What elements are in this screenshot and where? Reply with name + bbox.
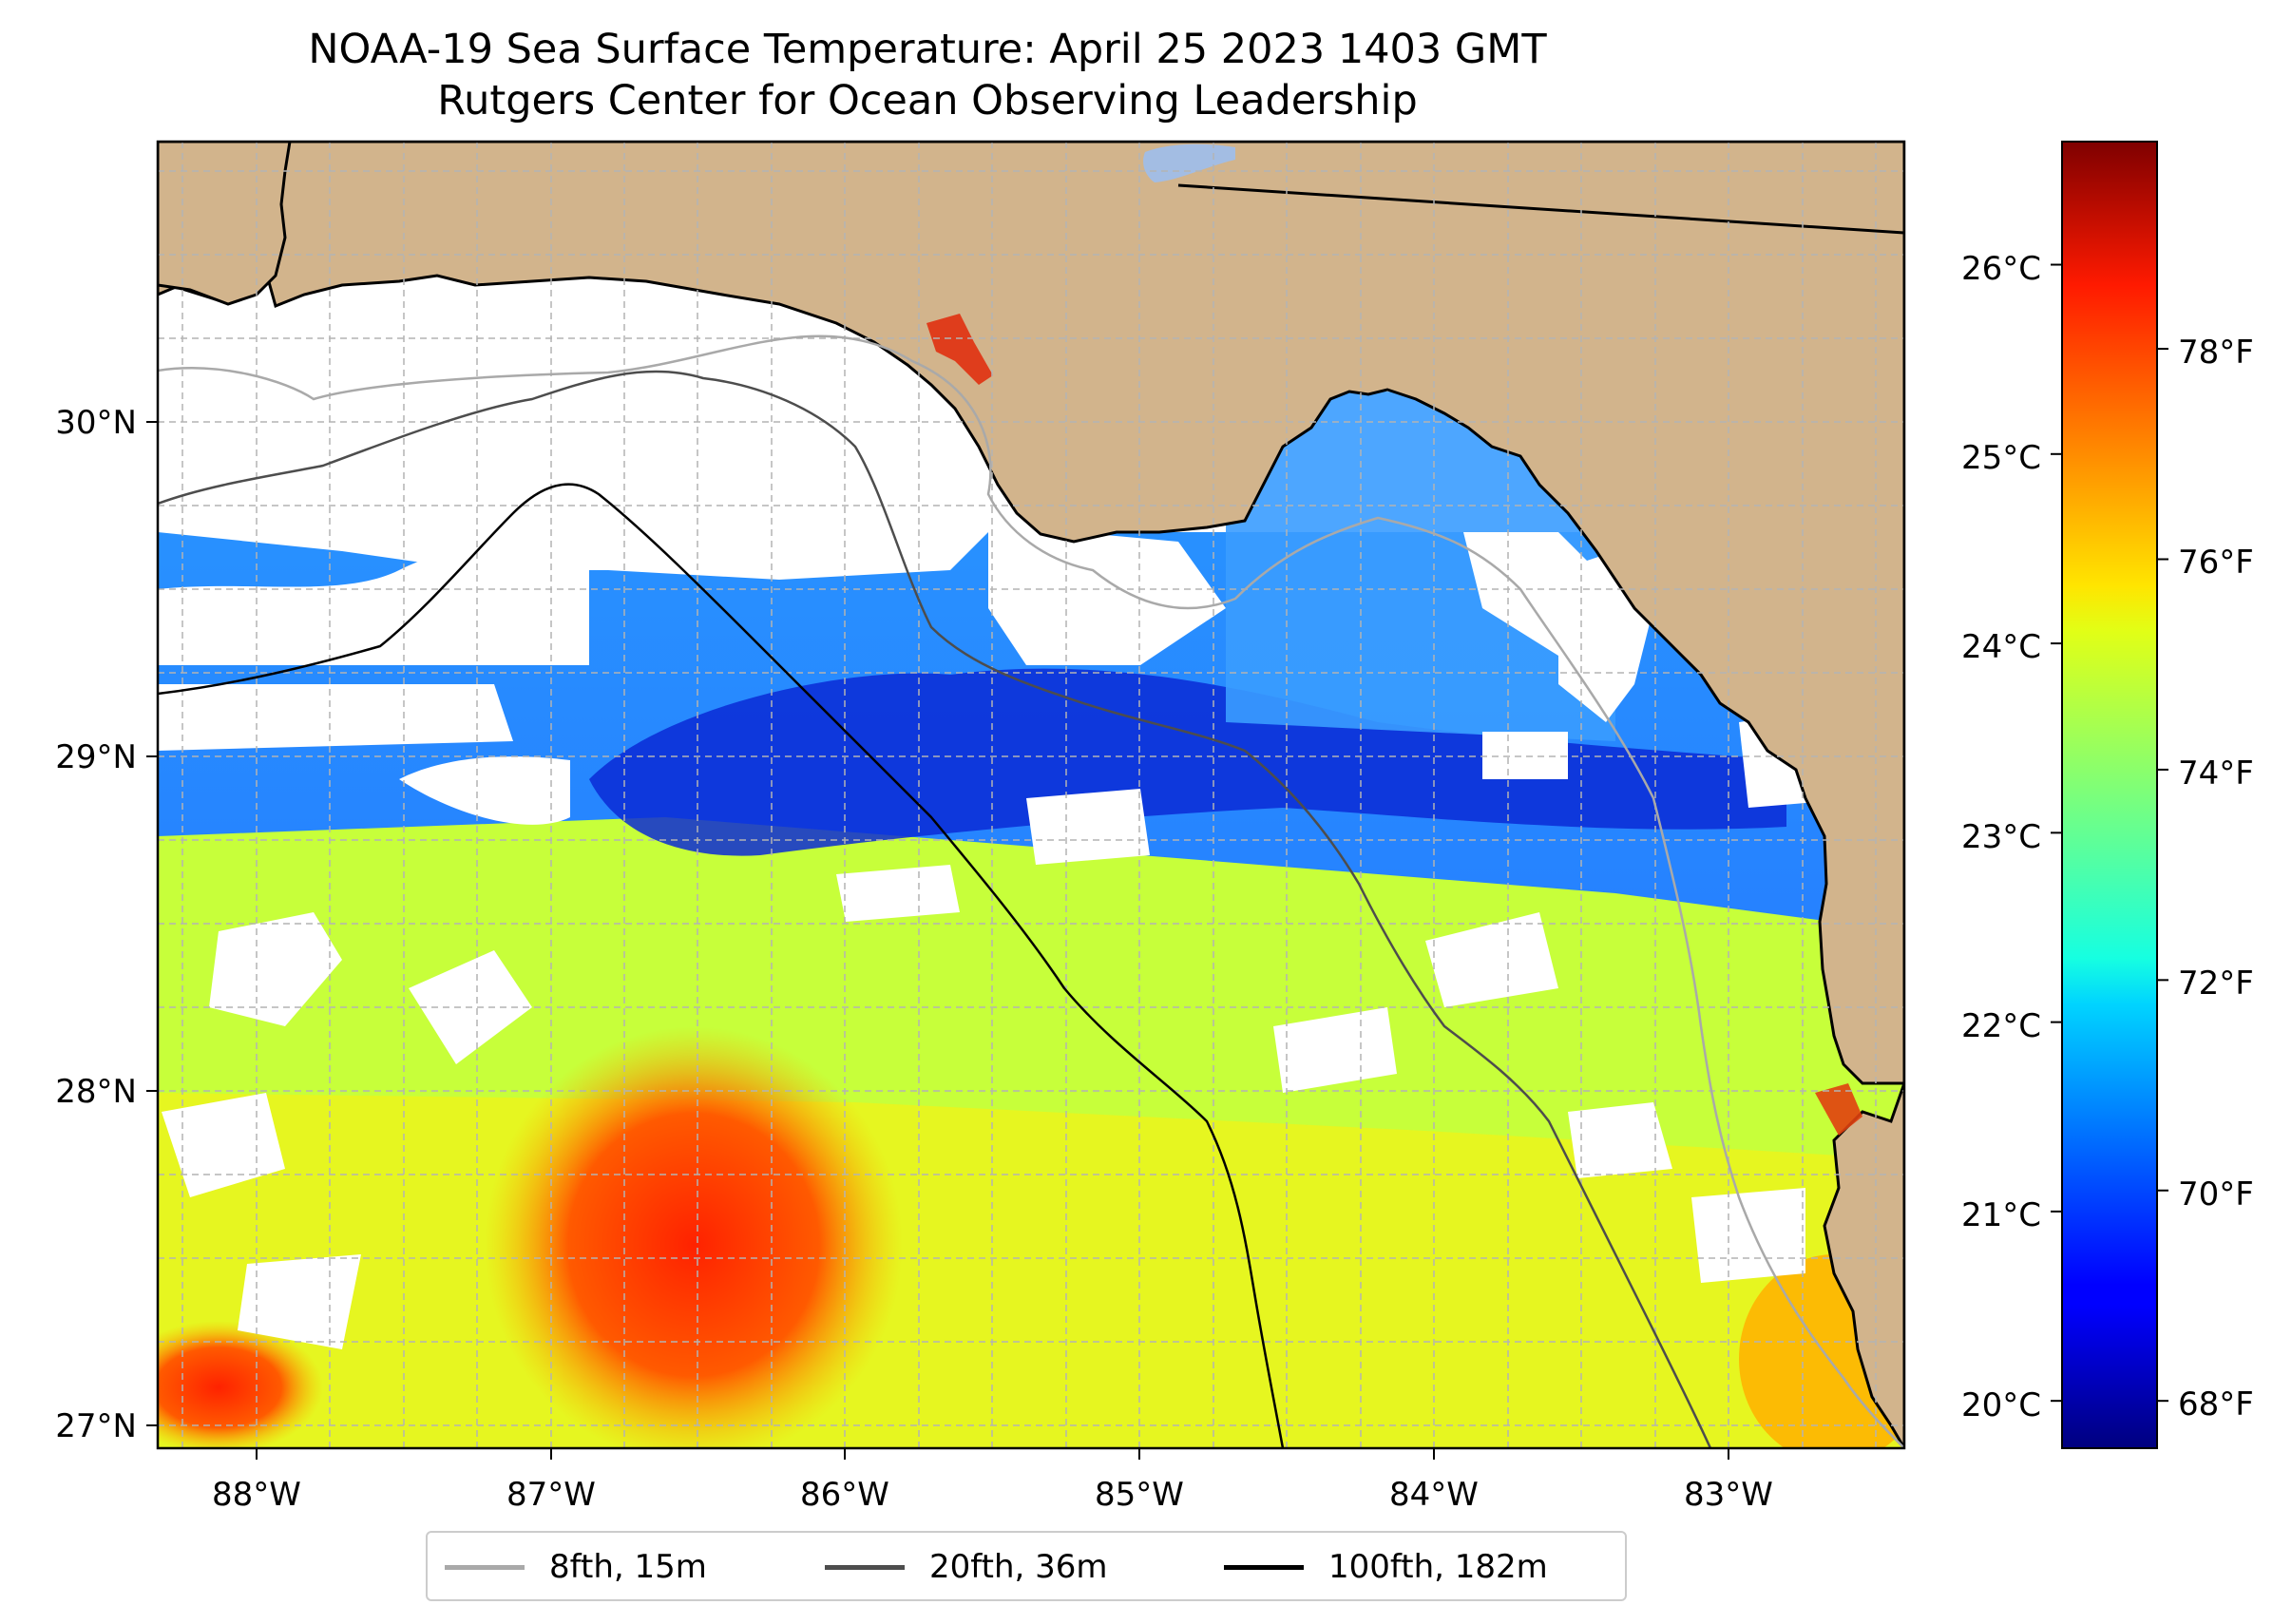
lon-tick-86: 86°W (800, 1476, 889, 1514)
lat-tick-30: 30°N (55, 404, 137, 442)
isobath-legend: 8fth, 15m 20fth, 36m 100fth, 182m (426, 1531, 1627, 1601)
land (158, 142, 1904, 1448)
lon-tick-88: 88°W (212, 1476, 301, 1514)
fahrenheit-tick-72: 72°F (2178, 965, 2254, 1003)
fahrenheit-tick-78: 78°F (2178, 334, 2254, 372)
fahrenheit-tick-76: 76°F (2178, 544, 2254, 582)
legend-item-20fth: 20fth, 36m (825, 1544, 1108, 1590)
lon-tick-84: 84°W (1389, 1476, 1479, 1514)
legend-swatch-8fth (445, 1564, 525, 1570)
lat-axis: 27°N 28°N 29°N 30°N (55, 404, 158, 1445)
legend-item-100fth: 100fth, 182m (1224, 1544, 1548, 1590)
celsius-tick-22: 22°C (1961, 1007, 2041, 1045)
isobath-100fth (158, 483, 1285, 1448)
celsius-tick-23: 23°C (1961, 818, 2041, 856)
colorbar-gradient (2061, 141, 2158, 1449)
lat-tick-27: 27°N (55, 1407, 137, 1445)
isobath-8fth (158, 334, 1904, 1448)
colorbar: 20°C 21°C 22°C 23°C 24°C 25°C 26°C 68°F … (1961, 141, 2254, 1449)
celsius-tick-20: 20°C (1961, 1386, 2041, 1424)
legend-item-8fth: 8fth, 15m (445, 1544, 707, 1590)
legend-swatch-100fth (1224, 1564, 1304, 1570)
lat-tick-29: 29°N (55, 738, 137, 776)
lon-tick-85: 85°W (1095, 1476, 1184, 1514)
legend-swatch-20fth (825, 1564, 905, 1570)
celsius-tick-24: 24°C (1961, 628, 2041, 666)
celsius-tick-26: 26°C (1961, 250, 2041, 288)
legend-label-8fth: 8fth, 15m (549, 1548, 707, 1586)
gridlines (158, 142, 1904, 1448)
lake (1143, 143, 1235, 182)
warm-core (485, 1026, 903, 1448)
state-border (1177, 183, 1904, 235)
fahrenheit-tick-74: 74°F (2178, 755, 2254, 793)
celsius-tick-21: 21°C (1961, 1196, 2041, 1234)
celsius-tick-25: 25°C (1961, 439, 2041, 477)
map-frame (156, 140, 1906, 1450)
lat-tick-28: 28°N (55, 1073, 137, 1111)
fahrenheit-tick-68: 68°F (2178, 1385, 2254, 1423)
map-area (158, 142, 1904, 1448)
legend-label-20fth: 20fth, 36m (929, 1548, 1108, 1586)
isobaths (158, 334, 1904, 1448)
lon-tick-87: 87°W (506, 1476, 596, 1514)
lon-axis: 88°W 87°W 86°W 85°W 84°W 83°W (212, 1448, 1773, 1514)
isobath-20fth (158, 370, 1712, 1448)
legend-label-100fth: 100fth, 182m (1328, 1548, 1548, 1586)
fahrenheit-tick-70: 70°F (2178, 1175, 2254, 1213)
cold-band (589, 668, 1786, 856)
lon-tick-83: 83°W (1684, 1476, 1773, 1514)
map-subtitle: Rutgers Center for Ocean Observing Leade… (437, 77, 1418, 124)
map-title: NOAA-19 Sea Surface Temperature: April 2… (308, 26, 1547, 73)
